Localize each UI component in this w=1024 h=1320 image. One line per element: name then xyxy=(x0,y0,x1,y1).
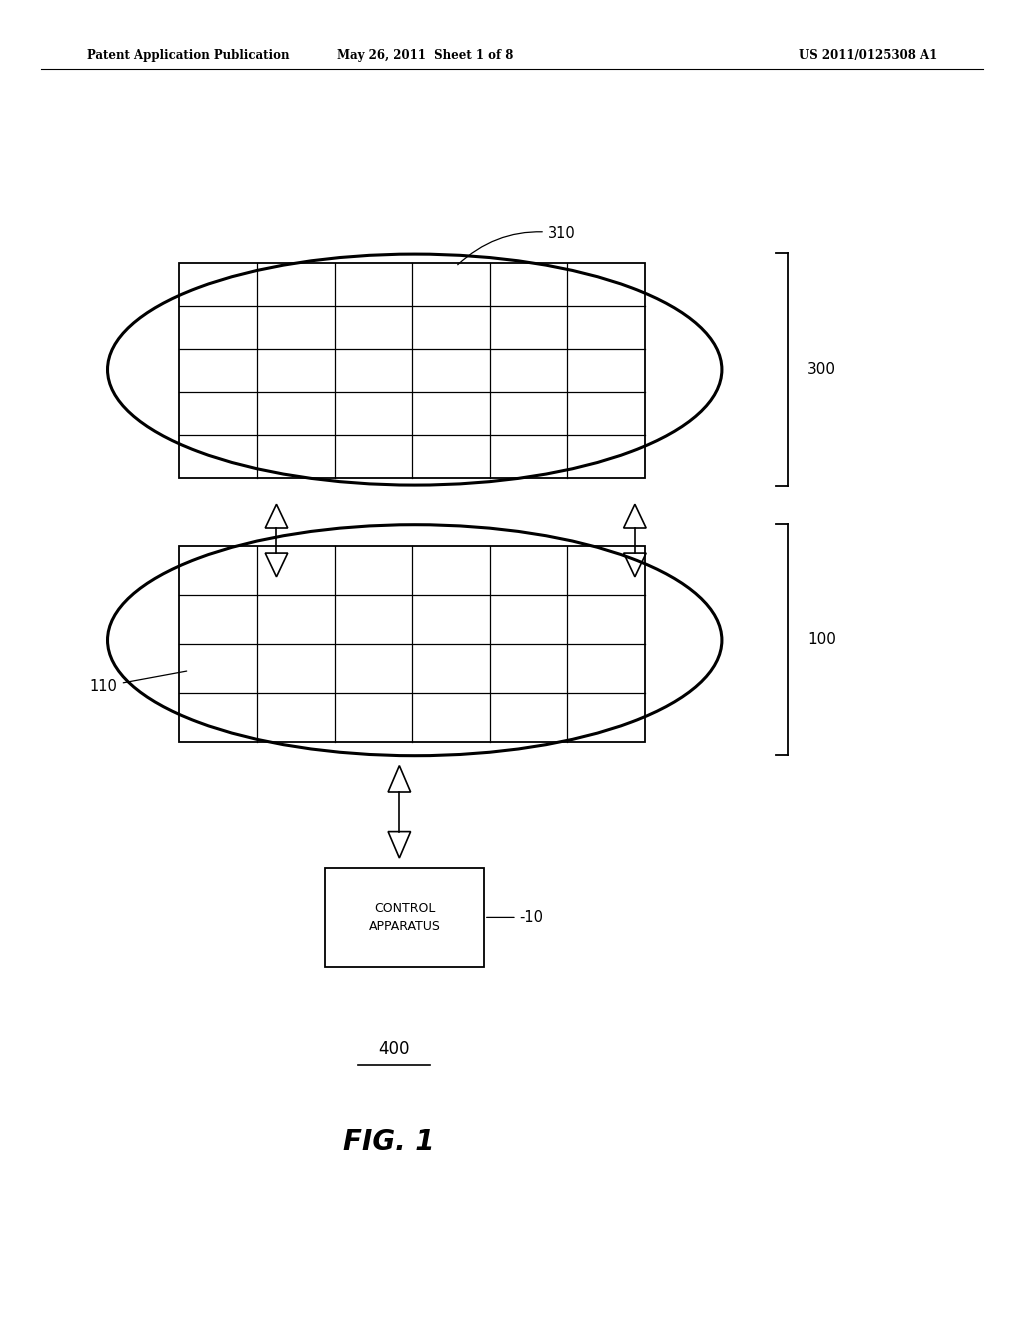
Text: 300: 300 xyxy=(807,362,836,378)
Bar xyxy=(179,263,645,478)
Text: 110: 110 xyxy=(90,671,186,694)
Text: CONTROL
APPARATUS: CONTROL APPARATUS xyxy=(369,902,440,933)
Bar xyxy=(179,546,645,742)
Text: May 26, 2011  Sheet 1 of 8: May 26, 2011 Sheet 1 of 8 xyxy=(337,49,513,62)
Text: 400: 400 xyxy=(379,1040,410,1059)
Text: US 2011/0125308 A1: US 2011/0125308 A1 xyxy=(799,49,937,62)
Text: FIG. 1: FIG. 1 xyxy=(343,1127,435,1156)
Bar xyxy=(326,869,484,966)
Text: 310: 310 xyxy=(458,226,575,265)
Text: -10: -10 xyxy=(486,909,544,925)
Text: Patent Application Publication: Patent Application Publication xyxy=(87,49,290,62)
Text: 100: 100 xyxy=(807,632,836,647)
